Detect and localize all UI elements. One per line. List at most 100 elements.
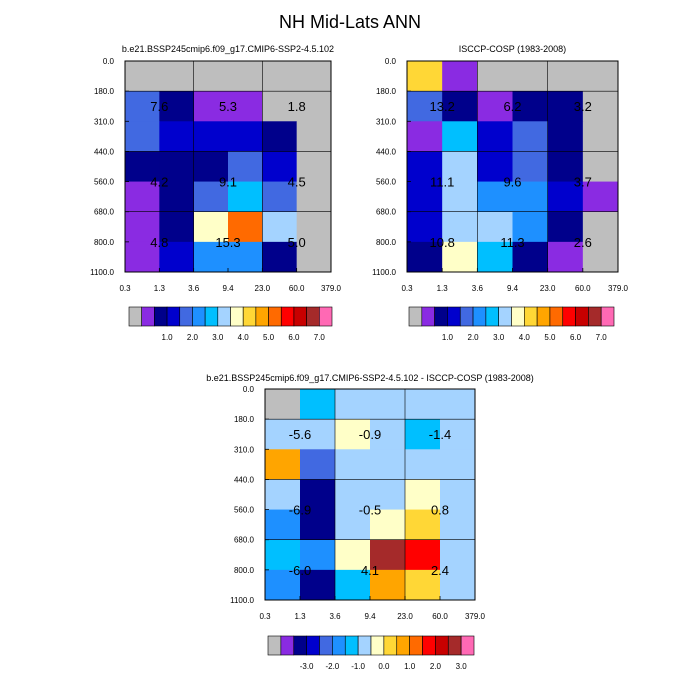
colorbar-swatch <box>293 635 307 656</box>
heatmap-cell <box>512 151 549 182</box>
heatmap-cell <box>296 241 332 273</box>
heatmap-cell <box>442 181 478 213</box>
y-tick-label: 560.0 <box>94 178 115 187</box>
y-tick-label: 800.0 <box>234 566 255 575</box>
heatmap-cell <box>125 91 160 122</box>
heatmap-cell <box>407 91 443 122</box>
panel-title: ISCCP-COSP (1983-2008) <box>459 44 566 54</box>
heatmap-cell <box>582 91 619 122</box>
heatmap-cell <box>370 479 406 510</box>
block-value-label: 7.6 <box>150 99 168 114</box>
block-value-label: 3.2 <box>574 99 592 114</box>
heatmap-cell <box>335 539 371 571</box>
heatmap-cell <box>547 61 584 92</box>
block-value-label: 15.3 <box>215 235 240 250</box>
block-value-label: 2.4 <box>431 563 449 578</box>
block-value-label: 11.1 <box>430 175 454 190</box>
y-tick-label: 1100.0 <box>372 268 396 277</box>
colorbar-label: 4.0 <box>519 333 531 342</box>
block-value-label: 5.3 <box>219 99 237 114</box>
heatmap-cell <box>442 121 478 152</box>
colorbar-label: 7.0 <box>314 333 326 342</box>
colorbar-label: 1.0 <box>442 333 454 342</box>
heatmap-cell <box>370 389 406 420</box>
heatmap-cell <box>193 121 229 152</box>
colorbar-swatch <box>524 306 538 327</box>
block-value-label: 4.8 <box>150 235 168 250</box>
heatmap-cell <box>547 241 584 273</box>
heatmap-cell <box>335 419 371 450</box>
heatmap-cell <box>228 181 263 213</box>
block-value-label: 4.5 <box>288 175 306 190</box>
heatmap-cell <box>440 449 476 480</box>
x-tick-label: 23.0 <box>540 284 556 293</box>
colorbar-swatch <box>435 635 449 656</box>
colorbar-swatch <box>408 306 423 327</box>
colorbar-label: 3.0 <box>212 333 224 342</box>
panel-title: b.e21.BSSP245cmip6.f09_g17.CMIP6-SSP2-4.… <box>206 373 534 383</box>
heatmap-cell <box>442 211 478 243</box>
heatmap-cell <box>193 91 229 122</box>
heatmap-cell <box>440 389 476 420</box>
colorbar-label: 6.0 <box>570 333 582 342</box>
x-tick-label: 60.0 <box>575 284 591 293</box>
colorbar-label: 2.0 <box>468 333 480 342</box>
colorbar-swatch <box>536 306 551 327</box>
y-tick-label: 440.0 <box>94 147 115 156</box>
heatmap-cell <box>582 151 619 182</box>
x-tick-label: 3.6 <box>188 284 200 293</box>
colorbar-swatch <box>562 306 576 327</box>
heatmap-cell <box>159 211 195 243</box>
heatmap-cell <box>335 449 371 480</box>
block-value-label: 1.8 <box>288 99 306 114</box>
colorbar-swatch <box>588 306 602 327</box>
heatmap-cell <box>159 61 195 92</box>
heatmap-cell <box>582 181 619 213</box>
heatmap-cell <box>405 419 441 450</box>
colorbar-swatch <box>306 306 320 327</box>
block-value-label: 6.2 <box>503 99 521 114</box>
heatmap-cell <box>442 61 478 92</box>
y-tick-label: 310.0 <box>94 117 115 126</box>
heatmap-cell <box>512 211 549 243</box>
heatmap-cell <box>370 569 406 601</box>
heatmap-cell <box>300 389 336 420</box>
block-value-label: 2.6 <box>574 235 592 250</box>
block-value-label: 5.0 <box>288 235 306 250</box>
colorbar-swatch <box>421 306 435 327</box>
heatmap-cell <box>125 211 160 243</box>
heatmap-cell <box>440 569 476 601</box>
heatmap-cell <box>265 509 301 541</box>
colorbar-label: 3.0 <box>456 662 468 671</box>
y-tick-label: 1100.0 <box>230 596 254 605</box>
heatmap-cell <box>262 121 298 152</box>
y-tick-label: 0.0 <box>103 57 115 66</box>
heatmap-cell <box>335 479 371 510</box>
x-tick-label: 379.0 <box>465 612 486 621</box>
x-tick-label: 0.3 <box>119 284 131 293</box>
x-tick-label: 60.0 <box>432 612 448 621</box>
colorbar-swatch <box>332 635 346 656</box>
colorbar-label: 0.0 <box>378 662 390 671</box>
heatmap-cell <box>405 509 441 541</box>
colorbar-swatch <box>128 306 142 327</box>
colorbar-swatch <box>549 306 564 327</box>
heatmap-cell <box>262 61 298 92</box>
block-value-label: 11.3 <box>500 235 524 250</box>
y-tick-label: 180.0 <box>234 415 255 424</box>
panel-title: b.e21.BSSP245cmip6.f09_g17.CMIP6-SSP2-4.… <box>122 44 334 54</box>
colorbar-label: 2.0 <box>430 662 442 671</box>
heatmap-cell <box>477 151 513 182</box>
heatmap-cell <box>547 121 584 152</box>
block-value-label: -0.9 <box>359 427 381 442</box>
colorbar-swatch <box>166 306 181 327</box>
block-value-label: -5.6 <box>289 427 311 442</box>
colorbar-swatch <box>511 306 525 327</box>
heatmap-cell <box>296 121 332 152</box>
heatmap-cell <box>407 241 443 273</box>
heatmap-cell <box>512 121 549 152</box>
colorbar-swatch <box>179 306 193 327</box>
heatmap-cell <box>407 61 443 92</box>
heatmap-cell <box>300 569 336 601</box>
heatmap-cell <box>582 241 619 273</box>
